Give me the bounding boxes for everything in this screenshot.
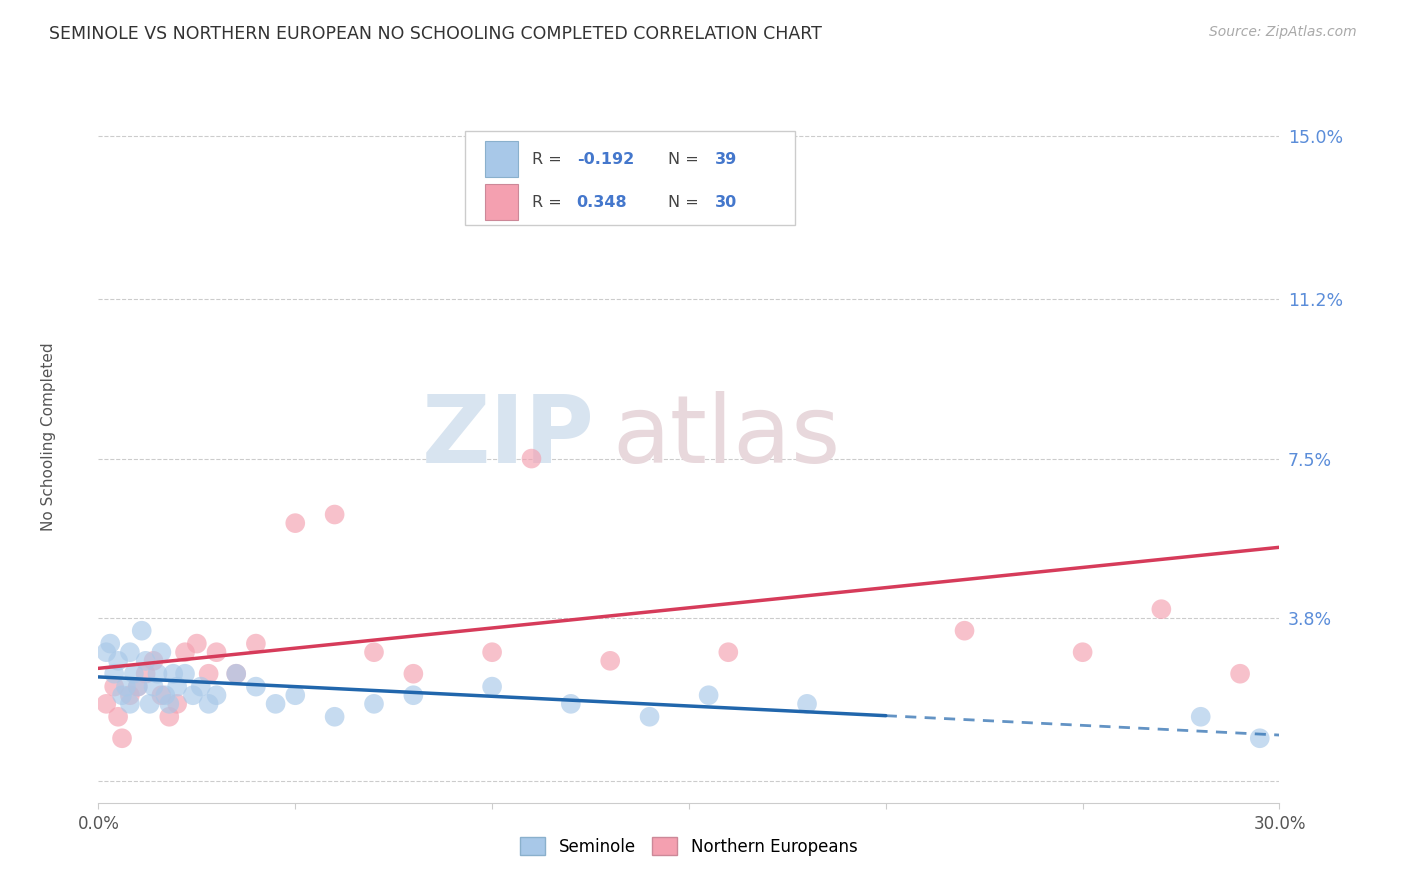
Point — [111, 731, 134, 746]
Point — [166, 680, 188, 694]
Point — [1249, 731, 1271, 746]
Point — [481, 680, 503, 694]
Point — [197, 697, 219, 711]
Point — [155, 688, 177, 702]
Point — [174, 666, 197, 681]
Point — [323, 710, 346, 724]
Text: N =: N = — [668, 152, 703, 167]
Point — [135, 654, 157, 668]
Point — [174, 645, 197, 659]
Point — [363, 697, 385, 711]
Point — [245, 637, 267, 651]
FancyBboxPatch shape — [464, 131, 796, 225]
Text: ZIP: ZIP — [422, 391, 595, 483]
Point — [638, 710, 661, 724]
Point — [111, 688, 134, 702]
Point — [118, 688, 141, 702]
Point — [363, 645, 385, 659]
Point — [118, 697, 141, 711]
Point — [107, 654, 129, 668]
Point — [142, 654, 165, 668]
Point — [103, 680, 125, 694]
Point — [717, 645, 740, 659]
Point — [205, 688, 228, 702]
Point — [225, 666, 247, 681]
Text: atlas: atlas — [612, 391, 841, 483]
Point — [264, 697, 287, 711]
Bar — [485, 184, 517, 220]
Point — [127, 680, 149, 694]
Text: R =: R = — [531, 152, 567, 167]
Point — [142, 680, 165, 694]
Text: SEMINOLE VS NORTHERN EUROPEAN NO SCHOOLING COMPLETED CORRELATION CHART: SEMINOLE VS NORTHERN EUROPEAN NO SCHOOLI… — [49, 25, 823, 43]
Bar — [485, 141, 517, 178]
Text: Source: ZipAtlas.com: Source: ZipAtlas.com — [1209, 25, 1357, 39]
Point — [323, 508, 346, 522]
Point — [284, 516, 307, 530]
Point — [107, 710, 129, 724]
Point — [157, 710, 180, 724]
Text: 0.348: 0.348 — [576, 194, 627, 210]
Point — [796, 697, 818, 711]
Point — [1071, 645, 1094, 659]
Point — [166, 697, 188, 711]
Point — [520, 451, 543, 466]
Text: 30: 30 — [714, 194, 737, 210]
Point — [697, 688, 720, 702]
Point — [138, 697, 160, 711]
Point — [1150, 602, 1173, 616]
Point — [96, 697, 118, 711]
Point — [1229, 666, 1251, 681]
Point — [599, 654, 621, 668]
Point — [197, 666, 219, 681]
Point — [402, 666, 425, 681]
Point — [150, 688, 173, 702]
Point — [115, 680, 138, 694]
Point — [245, 680, 267, 694]
Point — [181, 688, 204, 702]
Point — [103, 666, 125, 681]
Point — [162, 666, 184, 681]
Point — [118, 645, 141, 659]
Point — [135, 666, 157, 681]
Point — [98, 637, 121, 651]
Point — [205, 645, 228, 659]
Point — [131, 624, 153, 638]
Text: N =: N = — [668, 194, 703, 210]
Point — [186, 637, 208, 651]
Point — [190, 680, 212, 694]
Point — [402, 688, 425, 702]
Point — [122, 666, 145, 681]
Point — [953, 624, 976, 638]
Point — [96, 645, 118, 659]
Point — [150, 645, 173, 659]
Point — [225, 666, 247, 681]
Point — [481, 645, 503, 659]
Point — [146, 666, 169, 681]
Point — [284, 688, 307, 702]
Point — [127, 680, 149, 694]
Point — [1189, 710, 1212, 724]
Text: No Schooling Completed: No Schooling Completed — [41, 343, 56, 532]
Text: 39: 39 — [714, 152, 737, 167]
Text: -0.192: -0.192 — [576, 152, 634, 167]
Text: R =: R = — [531, 194, 567, 210]
Point — [560, 697, 582, 711]
Legend: Seminole, Northern Europeans: Seminole, Northern Europeans — [512, 830, 866, 864]
Point — [756, 163, 779, 178]
Point — [157, 697, 180, 711]
